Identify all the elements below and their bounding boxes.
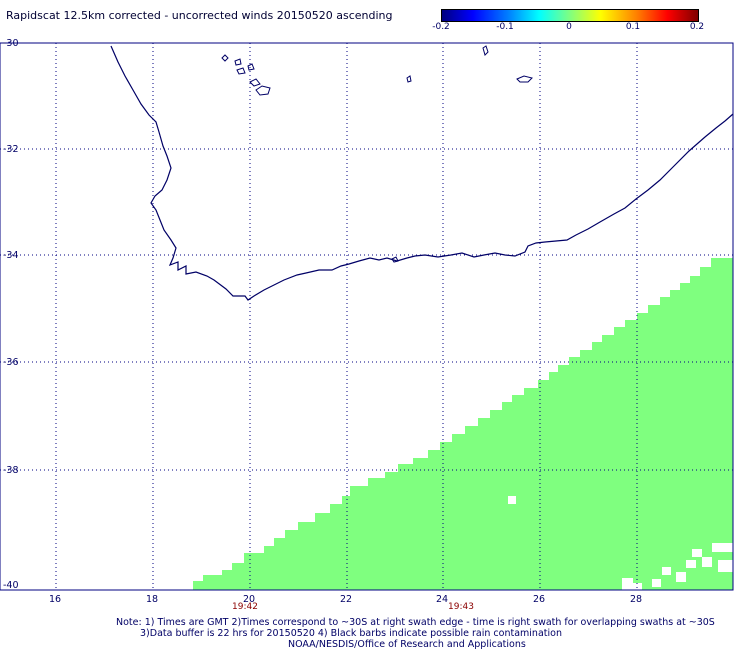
lat-label-30: -30 [3, 38, 19, 49]
colorbar-label-pos-mid: 0.1 [625, 22, 641, 32]
islands [221, 45, 533, 263]
coastline [110, 45, 734, 301]
plot-frame [0, 42, 734, 591]
footnote-line-2: 3)Data buffer is 22 hrs for 20150520 4) … [140, 628, 562, 639]
colorbar-label-neg-mid: -0.1 [496, 22, 514, 32]
footnote-line-1: Note: 1) Times are GMT 2)Times correspon… [116, 617, 715, 628]
lat-label-36: -36 [3, 357, 19, 368]
colorbar-label-min: -0.2 [432, 22, 450, 32]
lon-label-26: 26 [533, 594, 546, 605]
colorbar-label-zero: 0 [566, 22, 572, 32]
lat-label-32: -32 [3, 144, 19, 155]
lon-label-28: 28 [630, 594, 643, 605]
lat-label-34: -34 [3, 250, 19, 261]
time-label-1942: 19:42 [232, 602, 258, 612]
chart-title: Rapidscat 12.5km corrected - uncorrected… [6, 9, 393, 22]
lon-label-20: 20 [243, 594, 256, 605]
color-scale-bar [441, 9, 699, 22]
lon-label-18: 18 [146, 594, 159, 605]
footnote-line-3: NOAA/NESDIS/Office of Research and Appli… [288, 639, 526, 650]
wind-swath-area [193, 258, 733, 590]
missing-data-cells [508, 496, 733, 590]
time-label-1943: 19:43 [448, 602, 474, 612]
lon-label-16: 16 [49, 594, 62, 605]
lon-label-24: 24 [436, 594, 449, 605]
lat-label-38: -38 [3, 465, 19, 476]
lat-label-40: -40 [3, 580, 19, 591]
colorbar-label-max: 0.2 [689, 22, 705, 32]
lon-label-22: 22 [340, 594, 353, 605]
